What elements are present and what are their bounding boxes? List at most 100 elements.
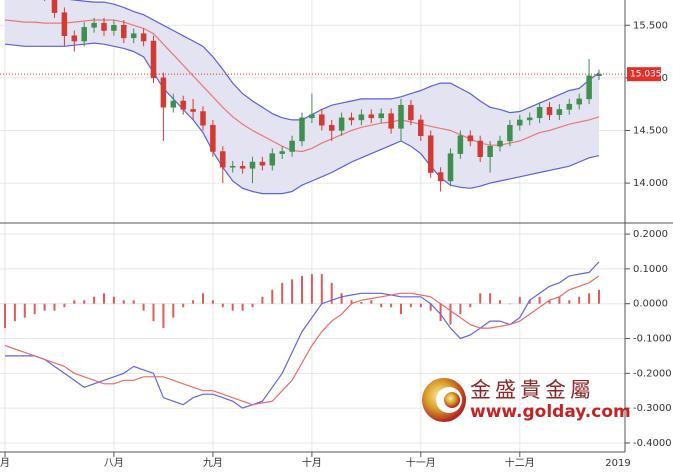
y-tick-label: 0.0000 (633, 299, 668, 310)
candle-body (111, 25, 117, 31)
candle-body (408, 104, 414, 121)
macd-bar (330, 282, 333, 304)
candle-body (200, 111, 206, 126)
candle-body (418, 119, 424, 136)
macd-line (5, 261, 600, 409)
macd-bar (23, 303, 26, 318)
macd-bar (162, 303, 165, 329)
macd-bar (142, 303, 145, 311)
macd-bar (469, 303, 472, 308)
candle-body (91, 22, 97, 28)
macd-bar (261, 296, 264, 304)
brand: 金盛貴金屬 (470, 378, 595, 402)
y-tick-label: 15.500 (633, 20, 668, 31)
y-tick-label: -0.4000 (633, 438, 672, 449)
candle-body (487, 145, 493, 158)
macd-bar (558, 296, 561, 304)
candle-body (447, 153, 454, 182)
macd-bar (182, 303, 185, 308)
candle-body (338, 117, 345, 131)
candle-body (556, 109, 563, 115)
macd-bar (202, 293, 204, 304)
candle-body (477, 140, 483, 158)
macd-bar (63, 303, 66, 308)
macd-bar (400, 303, 402, 315)
macd-bar (578, 296, 581, 304)
candle-body (497, 140, 503, 147)
macd-bar (499, 300, 501, 304)
candle-body (81, 27, 87, 42)
macd-bar (598, 289, 600, 304)
macd-bar (281, 282, 284, 304)
candle-body (140, 33, 147, 42)
macd-bar (122, 300, 125, 304)
candle-body (71, 35, 78, 42)
candle-body (566, 103, 573, 110)
candle-body (210, 124, 216, 152)
x-tick-label: 十一月 (406, 456, 436, 469)
candle-body (467, 135, 474, 142)
macd-bar (93, 296, 96, 304)
candle-body (121, 25, 127, 39)
macd-bar (73, 300, 76, 304)
macd-bar (419, 303, 422, 308)
macd-bar (192, 300, 195, 304)
x-end-label: 2019 (605, 458, 630, 469)
y-tick-label: -0.2000 (633, 368, 672, 379)
macd-bar (489, 293, 492, 304)
macd-bar (538, 296, 541, 304)
macd-bar (271, 289, 274, 304)
macd-bar (112, 296, 115, 304)
macd-bar (43, 303, 46, 311)
macd-bar (221, 303, 224, 308)
candle-body (220, 151, 226, 168)
candle-body (190, 109, 196, 112)
candle-body (279, 151, 285, 154)
macd-bar (251, 303, 254, 308)
macd-line (4, 275, 600, 406)
candle-body (51, 0, 58, 13)
candle-body (269, 153, 276, 166)
macd-bar (350, 300, 353, 304)
candle-body (586, 75, 592, 100)
macd-bar (439, 303, 442, 322)
y-tick-label: 14.000 (633, 178, 668, 189)
macd-bar (568, 300, 571, 304)
macd-bar (380, 303, 383, 308)
y-tick-label: -0.3000 (633, 403, 672, 414)
x-tick-label: 十月 (302, 456, 322, 469)
macd-bar (548, 300, 551, 304)
macd-bar (4, 303, 6, 329)
macd-bar (241, 303, 244, 311)
candle-body (536, 107, 543, 119)
candle-body (170, 100, 177, 108)
candle-body (259, 161, 266, 166)
macd-bar (459, 303, 462, 315)
candle-body (229, 165, 236, 168)
macd-bar (83, 300, 86, 304)
candle-body (130, 33, 137, 39)
macd-bar (360, 301, 363, 304)
y-tick-label: 0.1000 (633, 264, 668, 275)
x-tick-label: 十二月 (505, 456, 535, 469)
macd-bar (370, 300, 373, 304)
macd-bar (320, 274, 323, 304)
candle-body (526, 117, 533, 121)
y-tick-label: -0.1000 (633, 334, 672, 345)
candle-body (61, 12, 68, 37)
macd-bar (53, 303, 56, 311)
candle-body (437, 172, 444, 182)
candle-body (378, 113, 384, 119)
macd-bar (528, 300, 531, 304)
macd-bar (310, 274, 313, 304)
candle-body (249, 161, 256, 169)
macd-bar (132, 300, 135, 304)
candle-body (368, 114, 375, 119)
candle-body (427, 135, 434, 173)
x-tick-label: 九月 (203, 457, 223, 469)
candle-body (289, 140, 295, 152)
macd-bar (429, 303, 432, 311)
macd-bar (479, 293, 482, 304)
macd-bar (13, 303, 16, 322)
